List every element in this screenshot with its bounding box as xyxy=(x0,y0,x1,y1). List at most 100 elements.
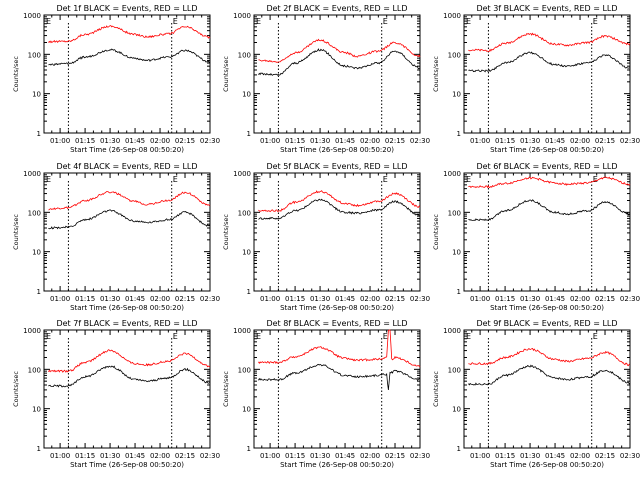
y-tick-label: 1000 xyxy=(23,170,41,178)
events-series-line xyxy=(258,198,421,220)
y-tick-label: 100 xyxy=(238,51,251,59)
detector-panel: Det 1f BLACK = Events, RED = LLD 1 10 100 10… xyxy=(12,4,220,154)
y-axis-label: Counts/sec xyxy=(432,56,440,92)
flag-label: E xyxy=(256,332,261,341)
flag-label: E xyxy=(383,17,388,26)
lld-series-line xyxy=(258,329,421,368)
x-tick-label: 01:30 xyxy=(100,295,120,303)
x-tick-label: 02:15 xyxy=(385,295,405,303)
y-tick-label: 1000 xyxy=(233,170,251,178)
events-series-line xyxy=(258,48,421,76)
y-axis-label: Counts/sec xyxy=(12,371,20,407)
x-tick-label: 02:15 xyxy=(175,452,195,460)
y-axis-label: Counts/sec xyxy=(222,56,230,92)
events-series-line xyxy=(468,199,631,222)
x-tick-label: 01:15 xyxy=(495,295,515,303)
y-tick-label: 1 xyxy=(247,288,251,296)
lld-series-line xyxy=(468,348,631,367)
lld-series-line xyxy=(258,190,421,213)
x-tick-label: 01:15 xyxy=(75,452,95,460)
detector-panel: Det 6f BLACK = Events, RED = LLD 1 10 100 10… xyxy=(432,162,640,312)
x-tick-label: 01:45 xyxy=(335,452,355,460)
x-tick-label: 02:30 xyxy=(200,452,220,460)
y-tick-label: 100 xyxy=(28,51,41,59)
y-tick-label: 100 xyxy=(448,51,461,59)
y-tick-label: 10 xyxy=(242,249,251,257)
panel-title: Det 5f BLACK = Events, RED = LLD xyxy=(266,162,407,171)
events-series-line xyxy=(48,365,211,388)
x-tick-label: 01:15 xyxy=(495,137,515,145)
y-axis-label: Counts/sec xyxy=(12,214,20,250)
flag-label: E xyxy=(173,17,178,26)
x-tick-label: 02:00 xyxy=(150,452,170,460)
x-axis-label: Start Time (26-Sep-08 00:50:20) xyxy=(490,461,604,469)
detector-panel: Det 7f BLACK = Events, RED = LLD 1 10 100 10… xyxy=(12,319,220,469)
x-tick-label: 01:45 xyxy=(335,137,355,145)
flag-label: E xyxy=(46,17,51,26)
x-tick-label: 02:30 xyxy=(620,295,640,303)
x-tick-label: 02:30 xyxy=(410,452,430,460)
x-tick-label: 01:15 xyxy=(495,452,515,460)
x-tick-label: 02:15 xyxy=(595,452,615,460)
y-tick-label: 1 xyxy=(37,130,41,138)
lld-series-line xyxy=(468,32,631,52)
y-tick-label: 10 xyxy=(32,406,41,414)
y-axis-label: Counts/sec xyxy=(222,371,230,407)
lld-series-line xyxy=(48,25,211,44)
detector-panel: Det 4f BLACK = Events, RED = LLD 1 10 100 10… xyxy=(12,162,220,312)
y-tick-label: 100 xyxy=(238,209,251,217)
y-axis-label: Counts/sec xyxy=(432,371,440,407)
x-tick-label: 02:00 xyxy=(360,137,380,145)
x-tick-label: 02:15 xyxy=(385,452,405,460)
detector-panel: Det 9f BLACK = Events, RED = LLD 1 10 100 10… xyxy=(432,319,640,469)
y-tick-label: 100 xyxy=(238,366,251,374)
y-tick-label: 1000 xyxy=(23,327,41,335)
x-tick-label: 02:30 xyxy=(200,137,220,145)
x-tick-label: 02:15 xyxy=(175,137,195,145)
detector-panel: Det 5f BLACK = Events, RED = LLD 1 10 100 10… xyxy=(222,162,430,312)
x-axis-label: Start Time (26-Sep-08 00:50:20) xyxy=(280,304,394,312)
x-tick-label: 02:15 xyxy=(175,295,195,303)
x-tick-label: 01:00 xyxy=(50,137,70,145)
x-tick-label: 01:30 xyxy=(520,137,540,145)
x-tick-label: 01:00 xyxy=(260,452,280,460)
y-tick-label: 10 xyxy=(32,249,41,257)
x-axis-label: Start Time (26-Sep-08 00:50:20) xyxy=(280,461,394,469)
x-tick-label: 01:15 xyxy=(285,452,305,460)
flag-label: E xyxy=(256,175,261,184)
x-tick-label: 01:00 xyxy=(470,137,490,145)
x-tick-label: 01:30 xyxy=(310,295,330,303)
y-tick-label: 1 xyxy=(247,130,251,138)
flag-label: E xyxy=(46,175,51,184)
flag-label: E xyxy=(593,175,598,184)
x-tick-label: 01:30 xyxy=(310,452,330,460)
flag-label: E xyxy=(593,332,598,341)
y-tick-label: 1 xyxy=(457,445,461,453)
y-axis-label: Counts/sec xyxy=(432,214,440,250)
panel-title: Det 4f BLACK = Events, RED = LLD xyxy=(56,162,197,171)
lld-series-line xyxy=(48,349,211,373)
y-tick-label: 1 xyxy=(37,445,41,453)
x-tick-label: 02:30 xyxy=(200,295,220,303)
x-tick-label: 01:30 xyxy=(310,137,330,145)
panel-title: Det 8f BLACK = Events, RED = LLD xyxy=(266,319,407,328)
events-series-line xyxy=(48,209,211,230)
x-tick-label: 01:00 xyxy=(50,452,70,460)
lld-series-line xyxy=(258,38,421,63)
panel-title: Det 3f BLACK = Events, RED = LLD xyxy=(476,4,617,13)
detector-panel: Det 3f BLACK = Events, RED = LLD 1 10 100 10… xyxy=(432,4,640,154)
flag-label: E xyxy=(466,332,471,341)
x-tick-label: 02:15 xyxy=(595,295,615,303)
x-tick-label: 01:45 xyxy=(125,137,145,145)
y-tick-label: 10 xyxy=(32,91,41,99)
x-tick-label: 01:30 xyxy=(100,452,120,460)
y-tick-label: 10 xyxy=(242,406,251,414)
x-tick-label: 01:15 xyxy=(285,137,305,145)
x-tick-label: 02:30 xyxy=(410,295,430,303)
x-tick-label: 02:00 xyxy=(570,452,590,460)
x-axis-label: Start Time (26-Sep-08 00:50:20) xyxy=(70,461,184,469)
events-series-line xyxy=(48,48,211,66)
y-tick-label: 10 xyxy=(242,91,251,99)
x-tick-label: 01:30 xyxy=(520,452,540,460)
